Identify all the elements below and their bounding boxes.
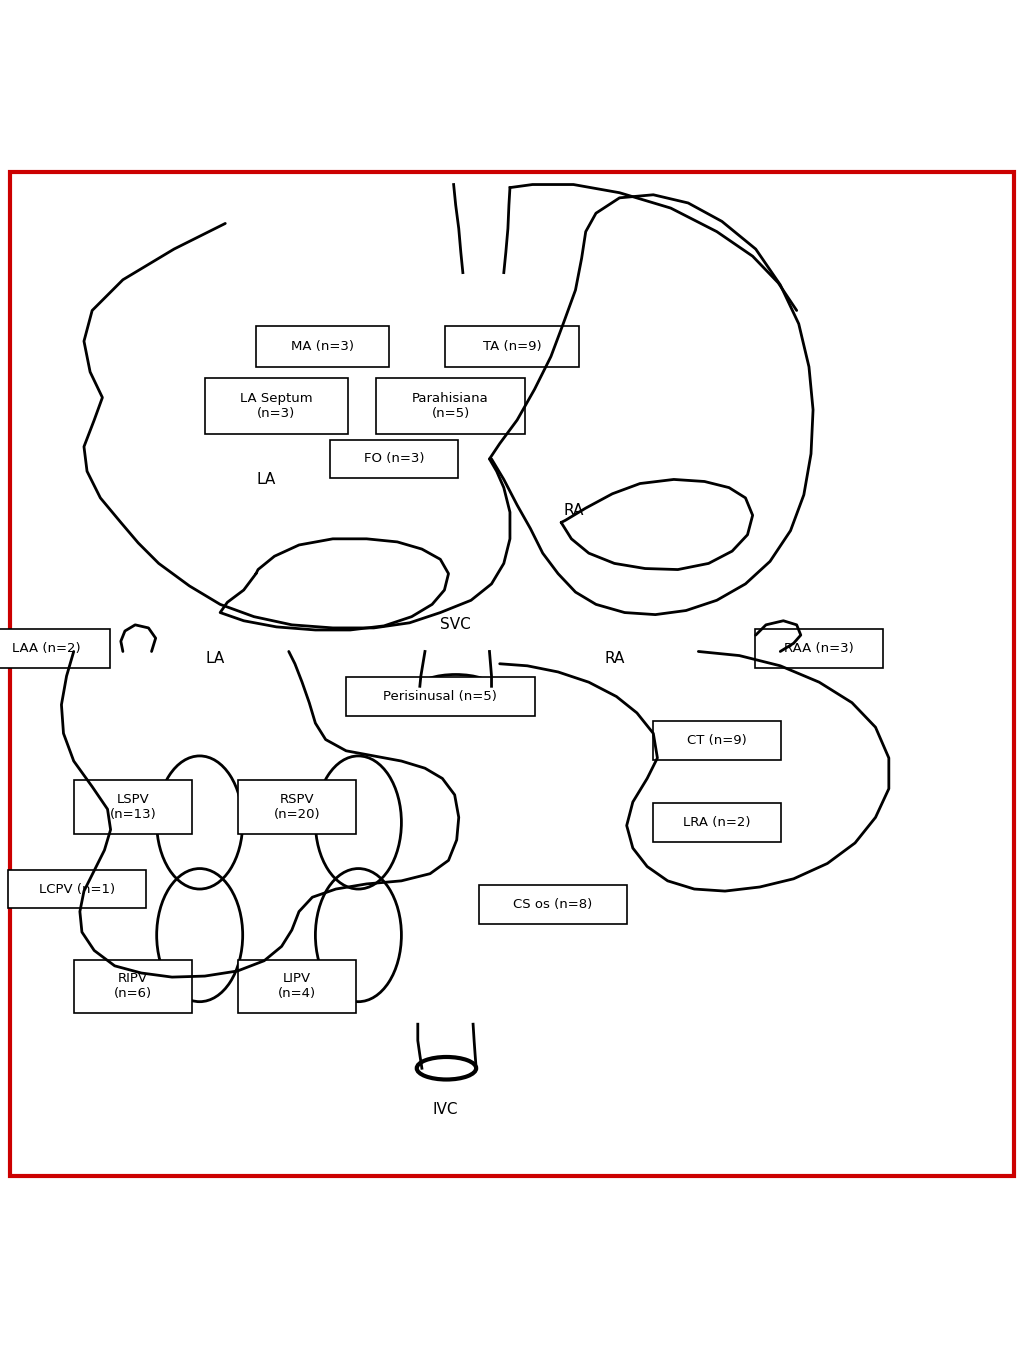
FancyBboxPatch shape xyxy=(346,677,535,716)
Text: CS os (n=8): CS os (n=8) xyxy=(513,898,593,911)
Text: MA (n=3): MA (n=3) xyxy=(291,340,354,353)
Text: LAA (n=2): LAA (n=2) xyxy=(11,642,81,655)
FancyBboxPatch shape xyxy=(256,326,389,367)
Text: Perisinusal (n=5): Perisinusal (n=5) xyxy=(383,690,498,704)
Text: RSPV
(n=20): RSPV (n=20) xyxy=(273,793,321,821)
Text: LA: LA xyxy=(206,651,224,666)
FancyBboxPatch shape xyxy=(0,630,111,667)
FancyBboxPatch shape xyxy=(75,960,193,1012)
FancyBboxPatch shape xyxy=(330,439,459,479)
Text: RAA (n=3): RAA (n=3) xyxy=(784,642,854,655)
FancyBboxPatch shape xyxy=(238,780,356,834)
FancyBboxPatch shape xyxy=(205,377,348,434)
Text: LRA (n=2): LRA (n=2) xyxy=(683,816,751,829)
Text: FO (n=3): FO (n=3) xyxy=(364,453,425,465)
Text: LSPV
(n=13): LSPV (n=13) xyxy=(110,793,157,821)
Text: LA Septum
(n=3): LA Septum (n=3) xyxy=(241,392,312,419)
Text: RA: RA xyxy=(604,651,625,666)
FancyBboxPatch shape xyxy=(377,377,524,434)
FancyBboxPatch shape xyxy=(653,803,780,842)
Text: Parahisiana
(n=5): Parahisiana (n=5) xyxy=(413,392,488,419)
FancyBboxPatch shape xyxy=(445,326,579,367)
Text: LA: LA xyxy=(257,472,275,487)
FancyBboxPatch shape xyxy=(75,780,193,834)
FancyBboxPatch shape xyxy=(7,869,146,909)
Text: IVC: IVC xyxy=(433,1101,458,1116)
FancyBboxPatch shape xyxy=(653,721,780,760)
Text: LIPV
(n=4): LIPV (n=4) xyxy=(278,972,316,1000)
Text: LCPV (n=1): LCPV (n=1) xyxy=(39,883,115,895)
FancyBboxPatch shape xyxy=(479,884,627,923)
Text: SVC: SVC xyxy=(440,617,471,632)
Text: RIPV
(n=6): RIPV (n=6) xyxy=(114,972,153,1000)
Text: CT (n=9): CT (n=9) xyxy=(687,735,746,747)
Text: RA: RA xyxy=(563,503,584,518)
FancyBboxPatch shape xyxy=(756,630,883,667)
Text: TA (n=9): TA (n=9) xyxy=(482,340,542,353)
FancyBboxPatch shape xyxy=(238,960,356,1012)
